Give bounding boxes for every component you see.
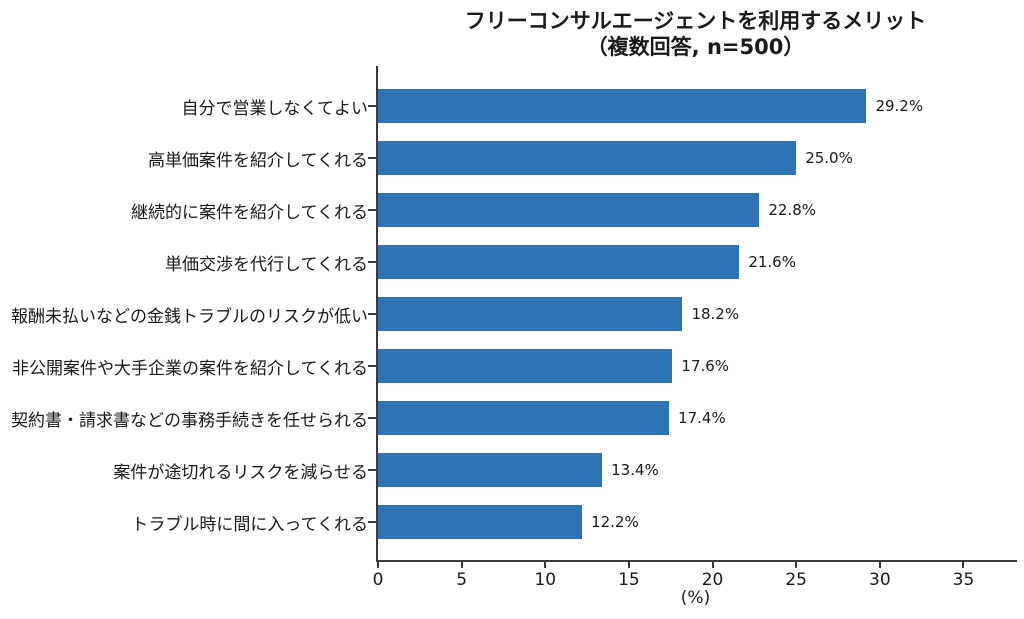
x-tick-mark <box>795 562 798 568</box>
category-label: 高単価案件を紹介してくれる <box>148 150 368 171</box>
bar-row: 高単価案件を紹介してくれる 25.0% <box>148 132 1017 184</box>
value-label: 18.2% <box>691 305 740 323</box>
value-label: 13.4% <box>611 461 659 479</box>
y-tick-mark <box>368 105 376 107</box>
category-label: 単価交渉を代行してくれる <box>165 254 368 275</box>
x-tick-label: 15 <box>618 570 640 590</box>
x-tick-mark <box>962 562 965 568</box>
y-tick-mark <box>368 521 376 523</box>
y-tick-mark <box>368 417 376 419</box>
bar <box>378 89 867 123</box>
bar-row: 継続的に案件を紹介してくれる 22.8% <box>131 184 1017 236</box>
x-tick-label: 20 <box>701 570 724 590</box>
x-tick-label: 0 <box>372 570 384 590</box>
bar <box>378 349 673 383</box>
x-tick-mark <box>460 562 463 568</box>
value-label: 21.6% <box>748 253 796 271</box>
chart-title-line2: （複数回答, n=500） <box>586 35 805 59</box>
bar <box>378 245 740 279</box>
x-tick-mark <box>377 562 379 568</box>
category-label: 契約書・請求書などの事務手続きを任せられる <box>11 410 368 431</box>
value-label: 25.0% <box>805 149 853 167</box>
bar-row: 案件が途切れるリスクを減らせる 13.4% <box>113 444 1017 496</box>
bar <box>378 141 797 175</box>
bar-row: 自分で営業しなくてよい 29.2% <box>182 80 1017 132</box>
y-tick-mark <box>368 261 376 263</box>
bar <box>378 505 583 539</box>
value-label: 29.2% <box>875 97 924 115</box>
x-tick-label: 5 <box>456 570 468 590</box>
y-tick-mark <box>368 157 376 159</box>
x-axis-title: (%) <box>680 588 711 608</box>
bar-row: 単価交渉を代行してくれる 21.6% <box>165 236 1017 288</box>
bar-row: 報酬未払いなどの金銭トラブルのリスクが低い 18.2% <box>11 288 1017 340</box>
bar <box>378 401 670 435</box>
bar <box>378 193 760 227</box>
bar-row: トラブル時に間に入ってくれる 12.2% <box>131 496 1017 548</box>
chart-title: フリーコンサルエージェントを利用するメリット （複数回答, n=500） <box>376 8 1015 60</box>
x-tick-mark <box>544 562 547 568</box>
bar-row: 契約書・請求書などの事務手続きを任せられる 17.4% <box>11 392 1017 444</box>
y-tick-mark <box>368 209 376 211</box>
x-tick-label: 25 <box>785 570 808 590</box>
bar <box>378 297 683 331</box>
bar-row: 非公開案件や大手企業の案件を紹介してくれる 17.6% <box>12 340 1017 392</box>
bar <box>378 453 603 487</box>
x-tick-label: 35 <box>952 570 975 590</box>
x-tick-mark <box>711 562 714 568</box>
plot-rows: 自分で営業しなくてよい 29.2% 高単価案件を紹介してくれる 25.0% 継続… <box>11 66 1017 560</box>
y-tick-mark <box>368 313 376 315</box>
y-tick-mark <box>368 365 376 367</box>
x-axis: 0 5 10 15 20 25 30 35 <box>373 562 1017 592</box>
category-label: 継続的に案件を紹介してくれる <box>131 202 368 223</box>
category-label: トラブル時に間に入ってくれる <box>131 514 368 535</box>
x-tick-label: 10 <box>534 570 557 590</box>
value-label: 22.8% <box>768 201 817 219</box>
y-tick-mark <box>368 469 376 471</box>
value-label: 12.2% <box>591 513 639 531</box>
value-label: 17.6% <box>681 357 730 375</box>
x-tick-mark <box>627 562 630 568</box>
value-label: 17.4% <box>678 409 726 427</box>
category-label: 報酬未払いなどの金銭トラブルのリスクが低い <box>11 306 368 327</box>
category-label: 案件が途切れるリスクを減らせる <box>113 462 368 483</box>
x-tick-mark <box>878 562 881 568</box>
plot-area: 自分で営業しなくてよい 29.2% 高単価案件を紹介してくれる 25.0% 継続… <box>11 66 1017 590</box>
category-label: 非公開案件や大手企業の案件を紹介してくれる <box>12 358 368 379</box>
x-tick-label: 30 <box>869 570 891 590</box>
chart-title-line1: フリーコンサルエージェントを利用するメリット <box>464 9 927 33</box>
category-label: 自分で営業しなくてよい <box>181 98 369 119</box>
